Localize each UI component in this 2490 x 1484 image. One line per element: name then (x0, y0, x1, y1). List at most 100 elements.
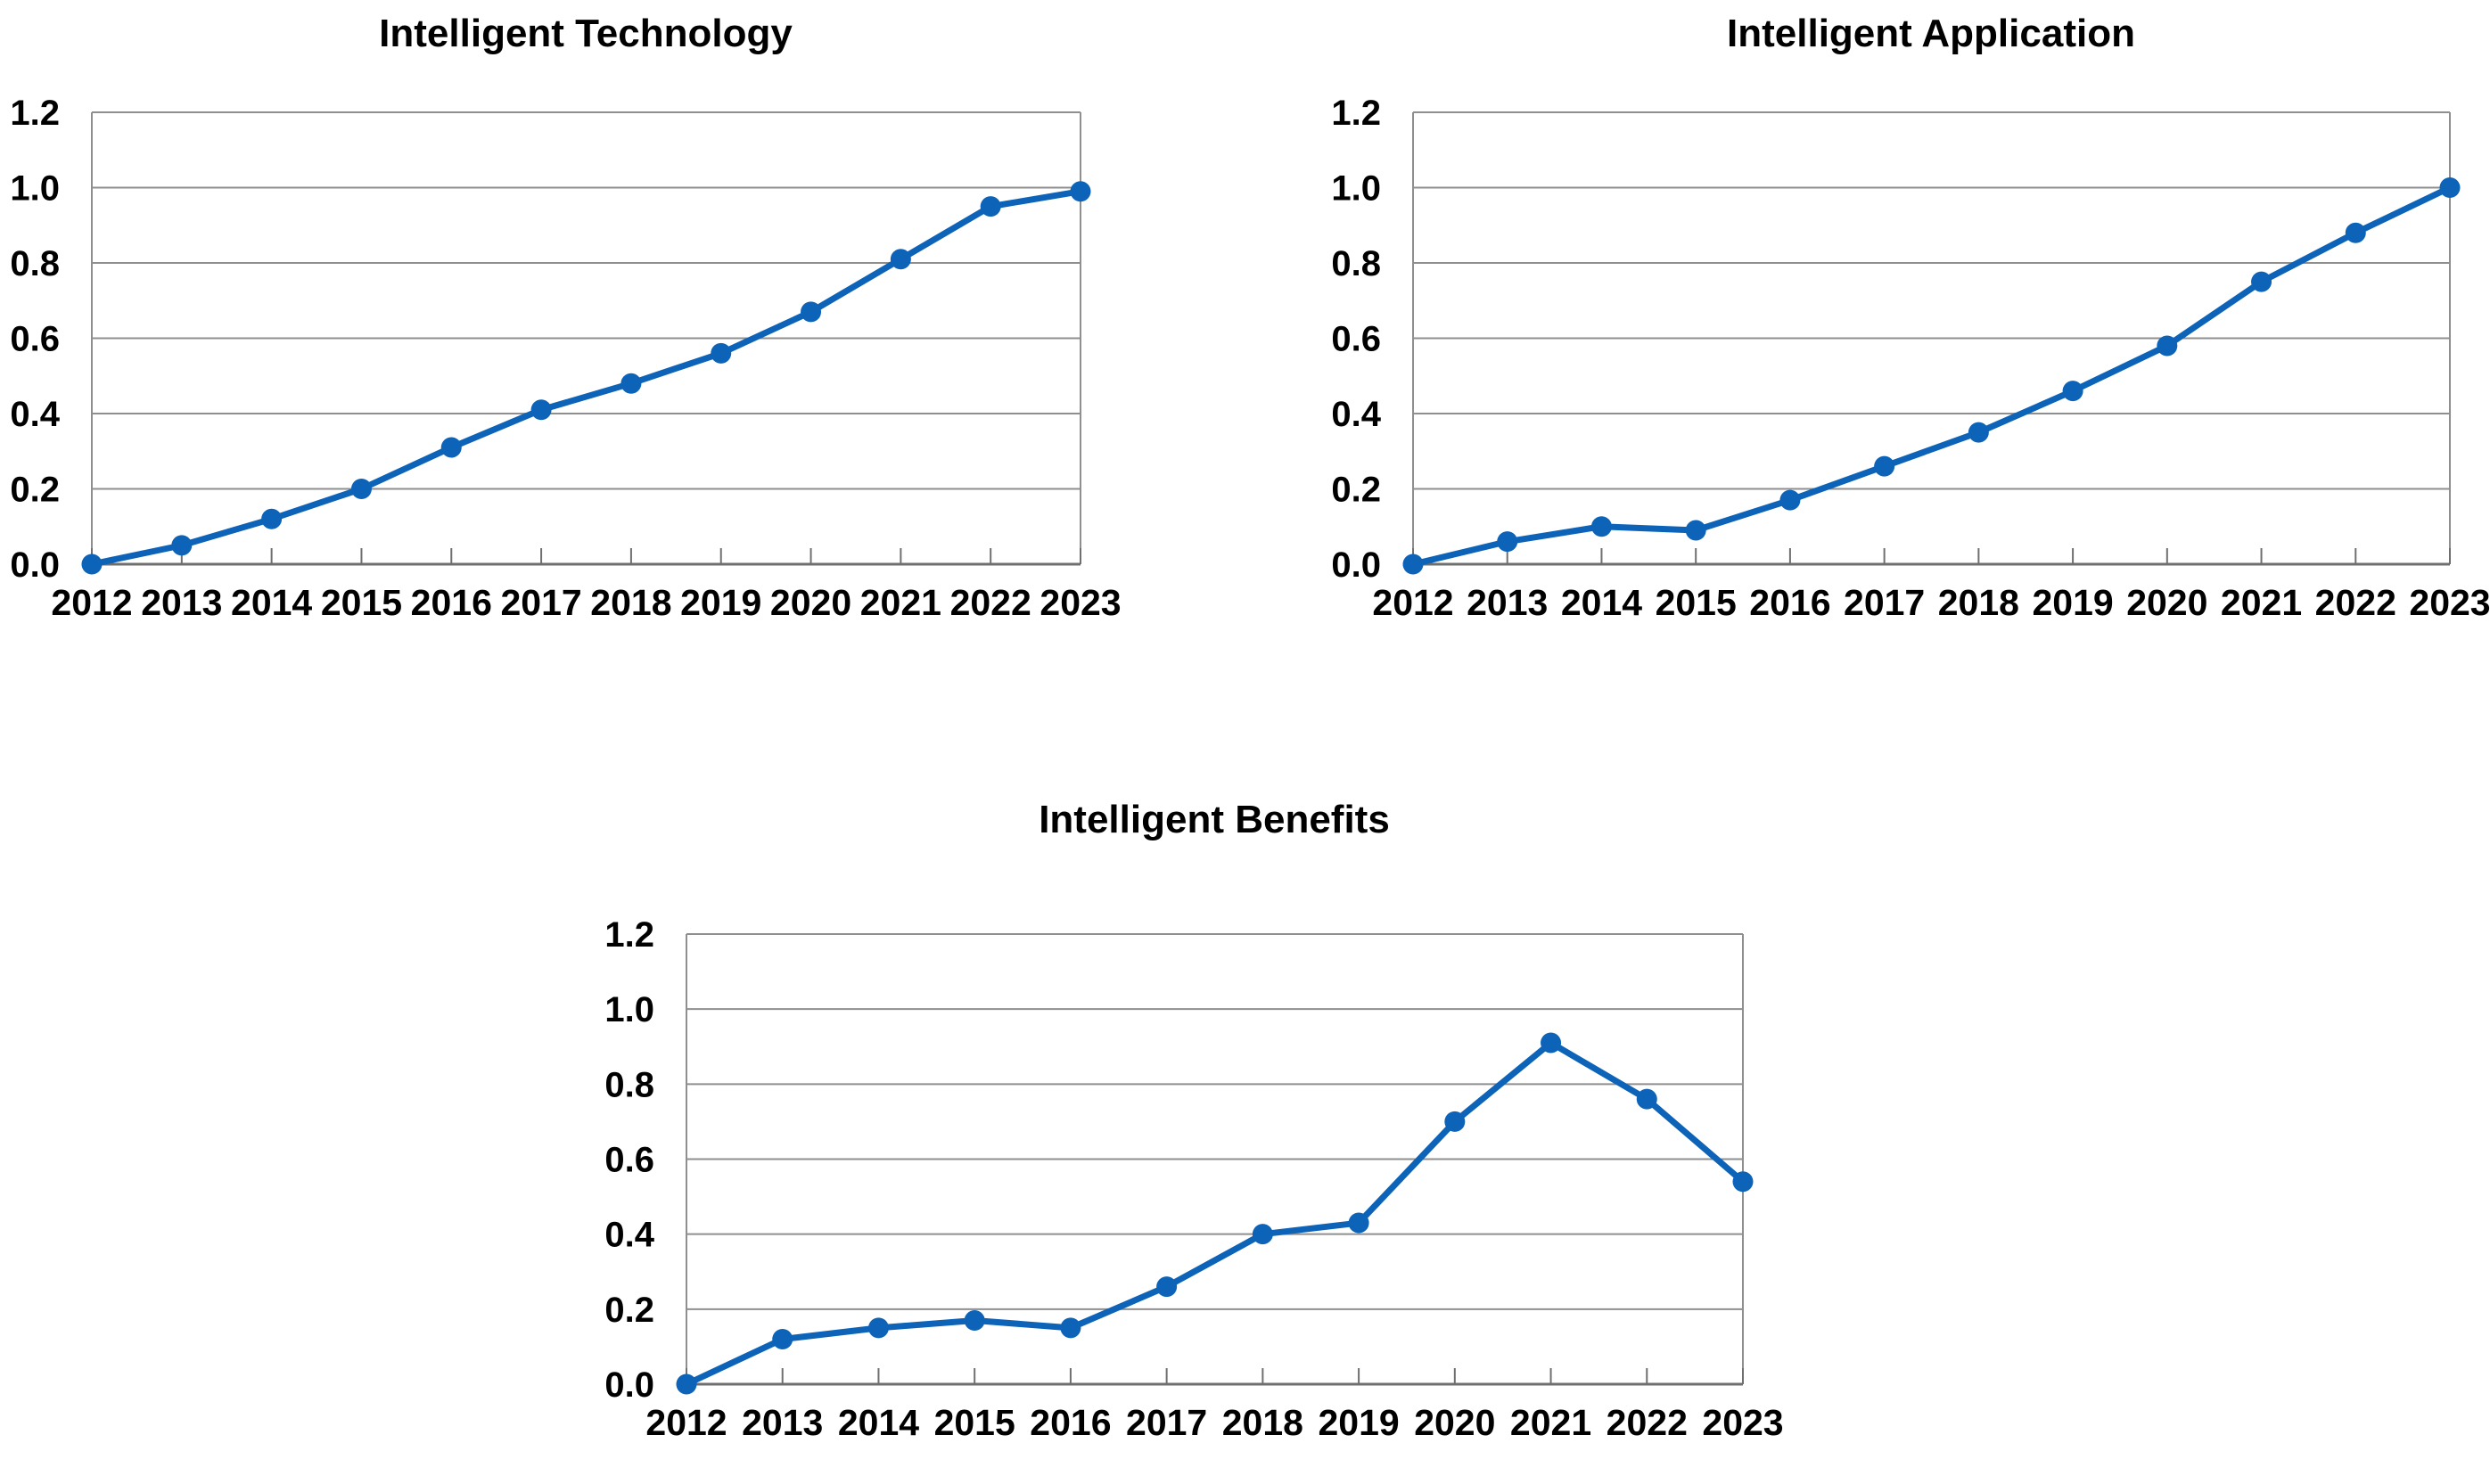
y-tick-label: 1.2 (10, 94, 60, 133)
data-point (2345, 222, 2366, 243)
x-tick-label: 2017 (500, 582, 581, 623)
data-point (171, 535, 193, 556)
x-tick-label: 2015 (934, 1402, 1015, 1443)
x-tick-label: 2017 (1844, 582, 1925, 623)
x-tick-label: 2022 (1607, 1402, 1688, 1443)
data-point (440, 437, 462, 458)
y-tick-label: 0.8 (1331, 244, 1381, 283)
data-point (2439, 177, 2461, 198)
x-tick-label: 2014 (231, 582, 312, 623)
x-tick-label: 2015 (321, 582, 402, 623)
y-tick-label: 1.0 (10, 169, 60, 209)
y-tick-label: 0.6 (10, 320, 60, 359)
data-point (81, 553, 103, 575)
data-point (1636, 1088, 1657, 1110)
x-tick-label: 2012 (645, 1402, 727, 1443)
data-point (2157, 335, 2178, 357)
x-tick-label: 2014 (1561, 582, 1642, 623)
data-line (88, 188, 1084, 568)
y-tick-label: 0.0 (604, 1365, 654, 1405)
data-point (1348, 1212, 1369, 1234)
y-tick-label: 1.2 (604, 915, 654, 955)
x-tick-label: 2021 (1510, 1402, 1591, 1443)
data-point (2251, 271, 2272, 292)
data-line (683, 1039, 1746, 1388)
y-tick-label: 0.6 (1331, 320, 1381, 359)
x-tick-label: 2021 (860, 582, 941, 623)
data-point (1156, 1276, 1178, 1298)
data-point (530, 399, 552, 421)
x-tick-label: 2023 (1702, 1402, 1783, 1443)
chart-title-intelligent-application: Intelligent Application (1727, 12, 2135, 55)
data-point (1685, 520, 1706, 541)
y-tick-label: 0.4 (10, 395, 60, 434)
x-tick-label: 2013 (1467, 582, 1548, 623)
data-line (1409, 184, 2453, 568)
y-tick-label: 0.2 (1331, 471, 1381, 510)
data-point (711, 342, 732, 364)
data-point (350, 479, 372, 499)
x-tick-label: 2023 (2409, 582, 2490, 623)
x-tick-label: 2016 (1030, 1402, 1111, 1443)
x-tick-label: 2016 (411, 582, 492, 623)
x-tick-label: 2013 (742, 1402, 823, 1443)
y-tick-label: 0.8 (10, 244, 60, 283)
data-point (1497, 531, 1518, 553)
data-point (1252, 1224, 1273, 1245)
y-tick-label: 1.2 (1331, 94, 1381, 133)
y-tick-label: 1.0 (604, 990, 654, 1029)
x-tick-label: 2018 (1938, 582, 2019, 623)
y-tick-label: 0.4 (604, 1216, 654, 1255)
y-tick-label: 0.2 (10, 471, 60, 510)
data-point (620, 373, 642, 394)
y-tick-label: 0.2 (604, 1291, 654, 1330)
y-tick-label: 0.4 (1331, 395, 1381, 434)
x-tick-label: 2019 (680, 582, 761, 623)
data-point (964, 1309, 985, 1331)
data-point (890, 249, 911, 270)
data-point (676, 1373, 697, 1395)
chart-intelligent-application: 0.0 0.2 0.4 0.6 0.8 1.0 1.2 2012 2013 2014 2015 201… (1331, 94, 2490, 623)
x-tick-label: 2012 (1372, 582, 1453, 623)
x-tick-label: 2014 (838, 1402, 919, 1443)
data-point (801, 301, 822, 323)
y-tick-label: 0.0 (1331, 545, 1381, 585)
data-point (1070, 181, 1091, 202)
data-point (1444, 1111, 1466, 1132)
data-point (1541, 1032, 1562, 1054)
data-point (261, 508, 283, 529)
x-tick-label: 2018 (590, 582, 671, 623)
x-tick-label: 2022 (950, 582, 1031, 623)
data-point (1968, 422, 1989, 443)
x-tick-label: 2013 (141, 582, 222, 623)
x-tick-label: 2021 (2221, 582, 2302, 623)
x-tick-label: 2022 (2315, 582, 2396, 623)
data-point (867, 1317, 889, 1339)
chart-intelligent-benefits: 0.0 0.2 0.4 0.6 0.8 1.0 1.2 2012 2013 2014 2015 201… (604, 915, 1783, 1443)
x-tick-label: 2020 (770, 582, 851, 623)
x-tick-label: 2020 (2126, 582, 2207, 623)
data-point (1590, 516, 1612, 537)
y-tick-label: 0.6 (604, 1141, 654, 1180)
data-point (2062, 381, 2083, 402)
data-point (1732, 1171, 1754, 1193)
data-point (1402, 553, 1424, 575)
chart-title-intelligent-benefits: Intelligent Benefits (1039, 798, 1390, 841)
x-tick-label: 2019 (1318, 1402, 1399, 1443)
chart-title-intelligent-technology: Intelligent Technology (379, 12, 793, 55)
data-point (772, 1329, 793, 1349)
y-tick-label: 0.8 (604, 1065, 654, 1104)
x-tick-label: 2019 (2032, 582, 2113, 623)
x-tick-label: 2023 (1040, 582, 1121, 623)
x-tick-label: 2018 (1222, 1402, 1303, 1443)
y-tick-label: 0.0 (10, 545, 60, 585)
x-tick-label: 2015 (1656, 582, 1737, 623)
y-tick-label: 1.0 (1331, 169, 1381, 209)
data-point (1874, 455, 1895, 477)
data-point (980, 196, 1001, 217)
x-tick-label: 2017 (1126, 1402, 1207, 1443)
data-point (1060, 1317, 1081, 1339)
